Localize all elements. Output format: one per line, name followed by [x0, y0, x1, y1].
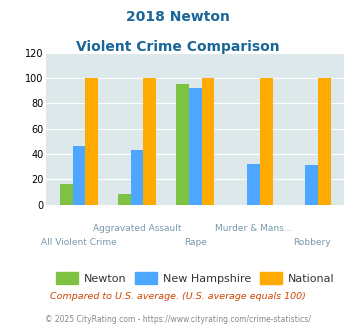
Bar [189, 88, 202, 205]
Bar [143, 78, 156, 205]
Text: All Violent Crime: All Violent Crime [41, 238, 117, 247]
Text: Murder & Mans...: Murder & Mans... [215, 224, 292, 233]
Text: Aggravated Assault: Aggravated Assault [93, 224, 181, 233]
Bar [118, 194, 131, 205]
Text: 2018 Newton: 2018 Newton [126, 10, 229, 24]
Bar [247, 164, 260, 205]
Bar [202, 78, 214, 205]
Text: © 2025 CityRating.com - https://www.cityrating.com/crime-statistics/: © 2025 CityRating.com - https://www.city… [45, 315, 310, 324]
Bar [176, 84, 189, 205]
Text: Rape: Rape [184, 238, 207, 247]
Bar [60, 184, 72, 205]
Bar [260, 78, 273, 205]
Bar [305, 165, 318, 205]
Text: Compared to U.S. average. (U.S. average equals 100): Compared to U.S. average. (U.S. average … [50, 292, 305, 301]
Bar [131, 150, 143, 205]
Text: Violent Crime Comparison: Violent Crime Comparison [76, 40, 279, 53]
Bar [318, 78, 331, 205]
Text: Robbery: Robbery [293, 238, 331, 247]
Legend: Newton, New Hampshire, National: Newton, New Hampshire, National [51, 268, 339, 288]
Bar [85, 78, 98, 205]
Bar [72, 147, 85, 205]
